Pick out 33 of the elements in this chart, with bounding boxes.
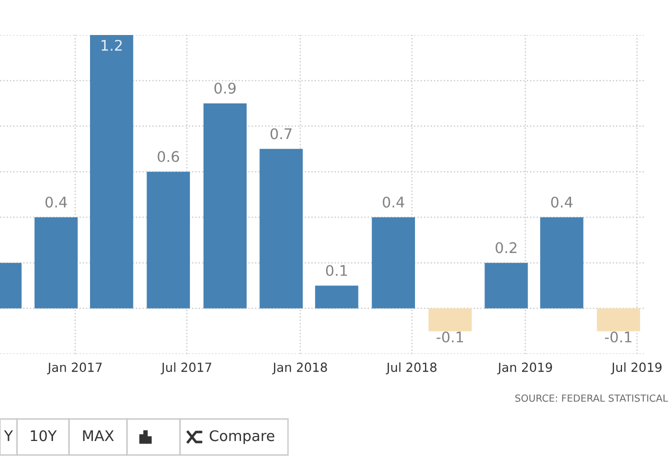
bar [372, 217, 415, 308]
data-label: 0.9 [214, 82, 236, 94]
x-tick-label: Jul 2019 [610, 362, 662, 374]
data-label: -0.1 [604, 331, 632, 343]
data-label: 0.1 [326, 264, 347, 276]
text: MAX [83, 430, 114, 442]
data-label: 0.2 [496, 242, 516, 254]
bar [34, 217, 78, 308]
bar [428, 308, 472, 332]
bar [260, 148, 303, 308]
data-label: -0.1 [436, 331, 464, 343]
bar [146, 172, 190, 308]
data-label: 0.4 [45, 196, 67, 208]
text: Compare [210, 430, 274, 444]
data-label: 1.2 [102, 40, 122, 51]
x-tick-label: Jul 2018 [386, 362, 436, 374]
bar [315, 286, 358, 308]
text: 10Y [30, 430, 57, 442]
data-label: 0.4 [551, 196, 573, 208]
text: Y [4, 430, 13, 442]
x-tick-label: Jul 2017 [160, 362, 212, 374]
bar [596, 308, 640, 332]
x-tick-label: Jan 2017 [47, 362, 102, 374]
x-tick-label: Jan 2019 [497, 362, 552, 374]
source-note: SOURCE: FEDERAL STATISTICAL [515, 394, 668, 402]
data-label: 0.6 [158, 151, 180, 162]
x-tick-label: Jan 2018 [272, 362, 327, 374]
bar [203, 103, 247, 308]
bar [90, 35, 134, 308]
data-label: 0.7 [270, 128, 292, 140]
data-label: 0.4 [382, 196, 404, 208]
bar [484, 262, 528, 308]
bar [540, 217, 584, 308]
